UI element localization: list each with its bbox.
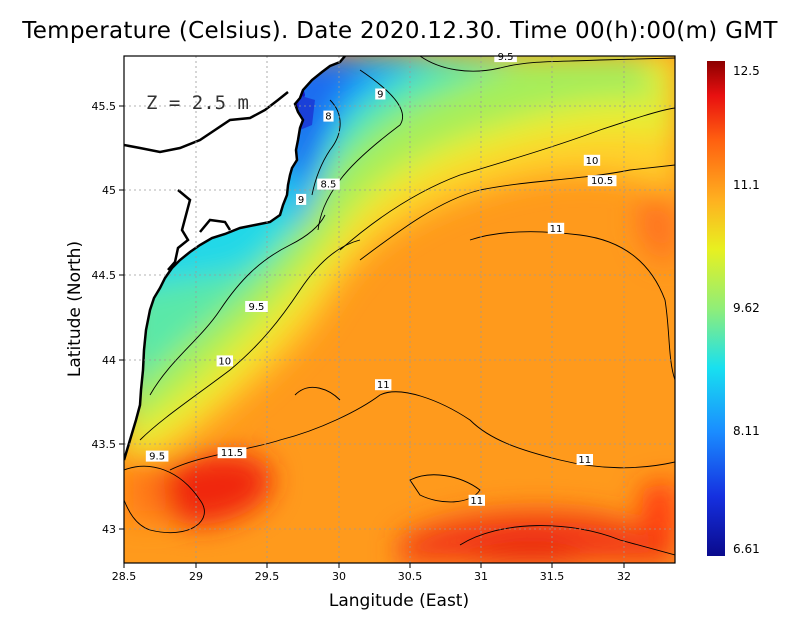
colorbar-label: 11.1 bbox=[733, 178, 760, 192]
y-tick-label: 43.5 bbox=[92, 438, 117, 451]
colorbar bbox=[707, 61, 725, 556]
contour-label-text: 8 bbox=[325, 112, 331, 123]
contour-label-text: 9.5 bbox=[249, 302, 265, 313]
land-area bbox=[124, 56, 345, 460]
y-axis-label: Latitude (North) bbox=[65, 241, 85, 377]
y-tick-label: 45 bbox=[102, 184, 116, 197]
contour-label-box bbox=[587, 175, 617, 187]
y-tick-label: 44 bbox=[102, 354, 116, 367]
map-title: Temperature (Celsius). Date 2020.12.30. … bbox=[22, 18, 778, 44]
contour-label: 11 bbox=[576, 454, 593, 466]
coastline bbox=[124, 56, 346, 461]
x-tick-label: 30 bbox=[332, 570, 346, 583]
contour-label-text: 11.5 bbox=[221, 448, 243, 459]
contour-label-box bbox=[145, 450, 169, 462]
x-tick-label: 29.5 bbox=[255, 570, 280, 583]
grid-lines bbox=[124, 56, 675, 563]
contour-label-text: 8.5 bbox=[321, 180, 337, 191]
y-tick-marks bbox=[119, 105, 124, 530]
y-tick-label: 45.5 bbox=[92, 100, 117, 113]
contour-label-box bbox=[216, 355, 233, 367]
y-tick-label: 44.5 bbox=[92, 269, 117, 282]
plot-frame bbox=[123, 55, 676, 564]
contour-label-text: 11 bbox=[578, 455, 591, 466]
contour-label-box bbox=[583, 154, 601, 166]
contour-label: 9 bbox=[296, 193, 307, 206]
x-tick-marks bbox=[123, 563, 625, 568]
contour-label-box bbox=[576, 454, 593, 465]
contour-label-box bbox=[468, 494, 485, 506]
contour-label-box bbox=[317, 178, 340, 190]
contour-label-text: 11 bbox=[470, 496, 483, 507]
contour-label-box bbox=[217, 447, 247, 459]
contour-label-text: 10.5 bbox=[591, 176, 613, 187]
colorbar-label: 6.61 bbox=[733, 542, 760, 556]
contour-label: 11 bbox=[468, 494, 485, 507]
x-tick-label: 31.5 bbox=[540, 570, 565, 583]
x-tick-labels: 28.5 29 29.5 30 30.5 31 31.5 32 bbox=[112, 570, 631, 583]
contour-label: 9.5 bbox=[145, 450, 169, 463]
contour-label-text: 9.5 bbox=[498, 52, 514, 63]
contour-label-text: 9.5 bbox=[149, 452, 165, 463]
x-tick-label: 28.5 bbox=[112, 570, 137, 583]
contour-label-text: 11 bbox=[377, 380, 390, 391]
colorbar-label: 12.5 bbox=[733, 64, 760, 78]
contour-label: 11.5 bbox=[217, 447, 247, 459]
y-tick-labels: 43 43.5 44 44.5 45 45.5 bbox=[92, 100, 117, 536]
contour-label: 8.5 bbox=[317, 178, 340, 191]
x-tick-label: 30.5 bbox=[398, 570, 423, 583]
contour-label: 8 bbox=[323, 110, 334, 123]
colorbar-label: 8.11 bbox=[733, 424, 760, 438]
contour-label: 9 bbox=[375, 88, 386, 101]
contour-label-text: 9 bbox=[298, 195, 304, 206]
contour-label-box bbox=[296, 193, 307, 205]
y-tick-label: 43 bbox=[102, 523, 116, 536]
x-axis-label: Langitude (East) bbox=[329, 591, 469, 611]
contour-label-text: 10 bbox=[586, 156, 599, 167]
contour-label-box bbox=[323, 110, 334, 122]
contour-label-text: 11 bbox=[550, 224, 563, 235]
contour-label-text: 9 bbox=[377, 90, 383, 101]
contour-label-box bbox=[547, 222, 565, 234]
contour-label: 10.5 bbox=[587, 175, 617, 187]
contour-label: 9.5 bbox=[494, 51, 517, 63]
x-tick-label: 29 bbox=[189, 570, 203, 583]
contour-label-box bbox=[375, 88, 386, 100]
x-tick-label: 32 bbox=[617, 570, 631, 583]
contour-label: 10 bbox=[583, 154, 601, 167]
contour-label-box bbox=[375, 379, 392, 391]
x-tick-label: 31 bbox=[474, 570, 488, 583]
colorbar-label: 9.62 bbox=[733, 301, 760, 315]
contour-label: 11 bbox=[547, 222, 565, 235]
contour-label: 10 bbox=[216, 355, 233, 367]
contour-label-box bbox=[245, 301, 268, 312]
contour-label: 9.5 bbox=[245, 301, 268, 313]
contour-label: 11 bbox=[375, 379, 392, 391]
contour-label-text: 10 bbox=[218, 356, 231, 367]
depth-label: Z = 2.5 m bbox=[146, 92, 249, 114]
